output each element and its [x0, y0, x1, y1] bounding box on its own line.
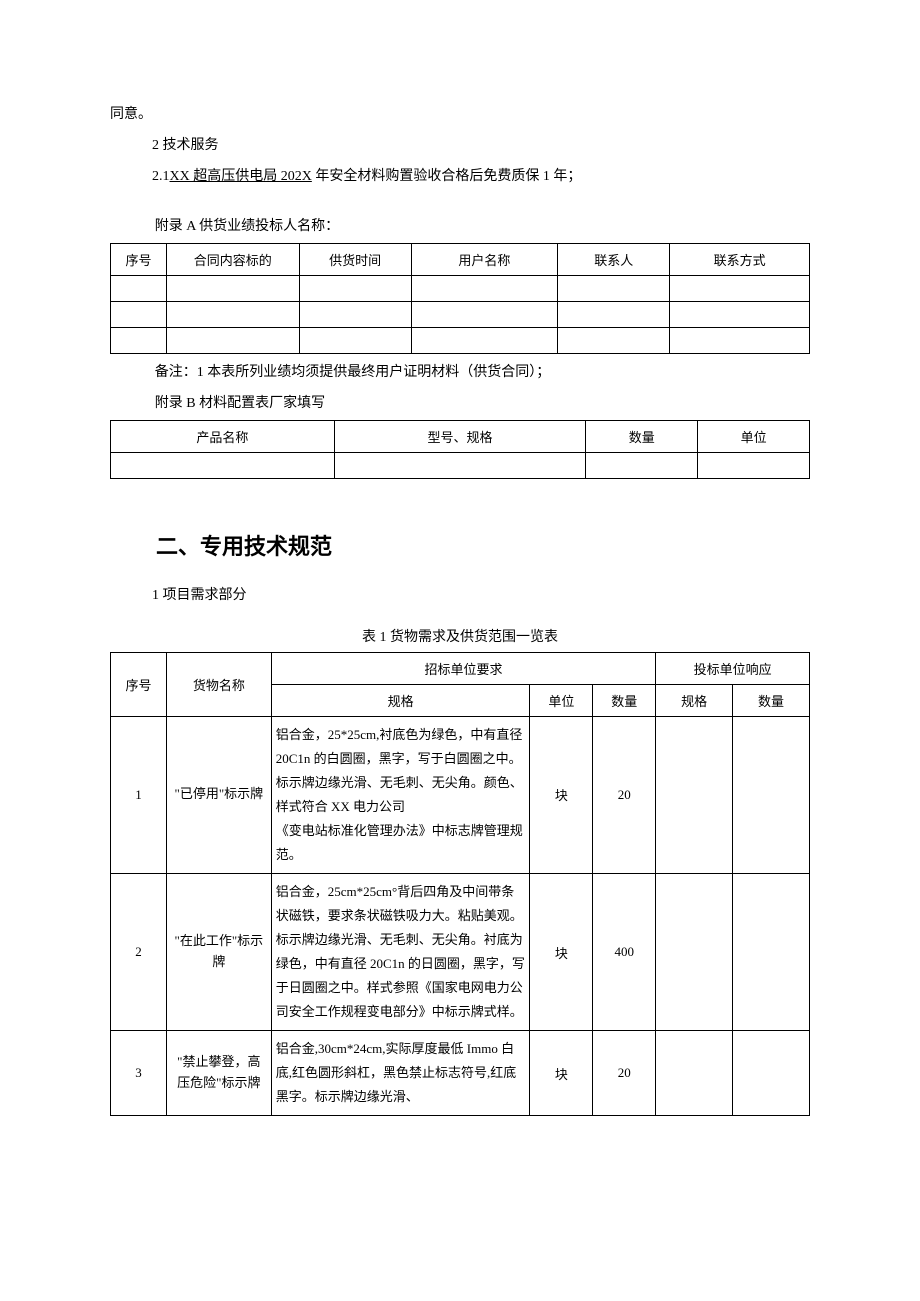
col-tender-req: 招标单位要求	[271, 652, 655, 684]
sec21-suffix: 年安全材料购置验收合格后免费质保 1 年；	[312, 169, 582, 184]
cell-qty: 400	[593, 873, 656, 1030]
cell-bqty	[733, 716, 810, 873]
section-2-title: 二、专用技术规范	[156, 529, 810, 561]
col-bspec: 规格	[656, 684, 733, 716]
cell-spec: 铝合金,30cm*24cm,实际厚度最低 Immo 白底,红色圆形斜杠，黑色禁止…	[271, 1031, 530, 1116]
cell-unit: 块	[530, 716, 593, 873]
table-header-row: 序号 合同内容标的 供货时间 用户名称 联系人 联系方式	[111, 244, 810, 276]
col-name: 货物名称	[166, 652, 271, 716]
cell-qty: 20	[593, 1031, 656, 1116]
cell-seq: 2	[111, 873, 167, 1030]
requirements-table: 序号 货物名称 招标单位要求 投标单位响应 规格 单位 数量 规格 数量 1 "…	[110, 652, 810, 1117]
col-unit: 单位	[530, 684, 593, 716]
col-contract: 合同内容标的	[166, 244, 299, 276]
cell-unit: 块	[530, 1031, 593, 1116]
col-seq: 序号	[111, 244, 167, 276]
cell-name: "禁止攀登，高压危险"标示牌	[166, 1031, 271, 1116]
table1-caption: 表 1 货物需求及供货范围一览表	[110, 626, 810, 646]
col-qty: 数量	[593, 684, 656, 716]
col-spec: 规格	[271, 684, 530, 716]
table-row	[111, 452, 810, 478]
sec21-prefix: 2.1	[152, 169, 170, 184]
appendix-a-table: 序号 合同内容标的 供货时间 用户名称 联系人 联系方式	[110, 243, 810, 354]
table-row	[111, 276, 810, 302]
appendix-b-title: 附录 B 材料配置表厂家填写	[110, 389, 810, 420]
col-time: 供货时间	[299, 244, 411, 276]
cell-qty: 20	[593, 716, 656, 873]
agree-text: 同意。	[110, 100, 810, 131]
appendix-a-note: 备注：1 本表所列业绩均须提供最终用户证明材料（供货合同）；	[110, 358, 810, 389]
cell-bspec	[656, 873, 733, 1030]
cell-bqty	[733, 873, 810, 1030]
cell-unit: 块	[530, 873, 593, 1030]
col-user: 用户名称	[411, 244, 558, 276]
cell-bspec	[656, 1031, 733, 1116]
table-row	[111, 302, 810, 328]
col-phone: 联系方式	[670, 244, 810, 276]
table-row	[111, 328, 810, 354]
table-header-row: 产品名称 型号、规格 数量 单位	[111, 420, 810, 452]
sec2-title: 2 技术服务	[110, 131, 810, 162]
cell-seq: 3	[111, 1031, 167, 1116]
table-row: 1 "已停用"标示牌 铝合金，25*25cm,衬底色为绿色，中有直径20C1n …	[111, 716, 810, 873]
appendix-a-title: 附录 A 供货业绩投标人名称：	[110, 212, 810, 243]
col-product: 产品名称	[111, 420, 335, 452]
table-row: 3 "禁止攀登，高压危险"标示牌 铝合金,30cm*24cm,实际厚度最低 Im…	[111, 1031, 810, 1116]
cell-bqty	[733, 1031, 810, 1116]
table-row: 2 "在此工作"标示牌 铝合金，25cm*25cm°背后四角及中间带条状磁铁，要…	[111, 873, 810, 1030]
appendix-b-table: 产品名称 型号、规格 数量 单位	[110, 420, 810, 479]
col-unit: 单位	[698, 420, 810, 452]
col-model: 型号、规格	[334, 420, 586, 452]
sec21-link[interactable]: XX 超高压供电局 202X	[170, 169, 312, 184]
cell-spec: 铝合金，25cm*25cm°背后四角及中间带条状磁铁，要求条状磁铁吸力大。粘贴美…	[271, 873, 530, 1030]
cell-spec: 铝合金，25*25cm,衬底色为绿色，中有直径20C1n 的白圆圈，黑字，写于白…	[271, 716, 530, 873]
sub1-title: 1 项目需求部分	[110, 581, 810, 612]
cell-name: "已停用"标示牌	[166, 716, 271, 873]
col-bqty: 数量	[733, 684, 810, 716]
col-contact: 联系人	[558, 244, 670, 276]
cell-seq: 1	[111, 716, 167, 873]
sec21-line: 2.1XX 超高压供电局 202X 年安全材料购置验收合格后免费质保 1 年；	[110, 162, 810, 193]
cell-name: "在此工作"标示牌	[166, 873, 271, 1030]
col-bidder: 投标单位响应	[656, 652, 810, 684]
col-qty: 数量	[586, 420, 698, 452]
cell-bspec	[656, 716, 733, 873]
col-seq: 序号	[111, 652, 167, 716]
table-header-row-1: 序号 货物名称 招标单位要求 投标单位响应	[111, 652, 810, 684]
